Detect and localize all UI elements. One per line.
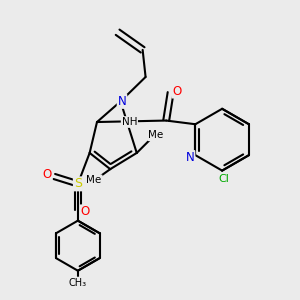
- Text: Me: Me: [86, 175, 102, 185]
- Text: O: O: [172, 85, 182, 98]
- Text: S: S: [74, 177, 82, 190]
- Text: O: O: [42, 168, 52, 181]
- Text: NH: NH: [122, 117, 137, 127]
- Text: N: N: [118, 95, 126, 108]
- Text: Me: Me: [148, 130, 164, 140]
- Text: CH₃: CH₃: [69, 278, 87, 287]
- Text: Cl: Cl: [218, 174, 229, 184]
- Text: N: N: [186, 151, 194, 164]
- Text: O: O: [81, 205, 90, 218]
